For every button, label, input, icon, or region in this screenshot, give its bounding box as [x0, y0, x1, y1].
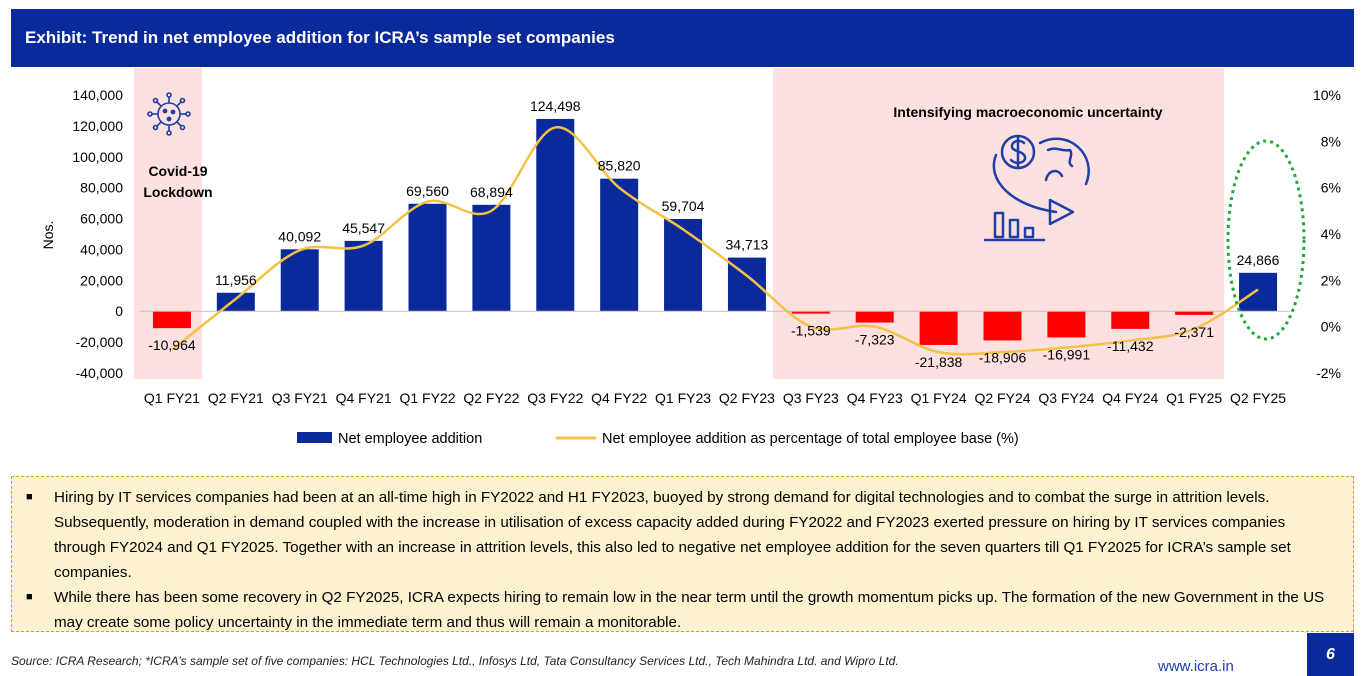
bullet-square-icon: ■ [26, 591, 33, 603]
covid-shade-region [134, 68, 202, 379]
bar [152, 311, 191, 329]
bar [344, 240, 383, 312]
x-tick-label: Q2 FY24 [974, 390, 1030, 406]
x-tick-label: Q4 FY21 [336, 390, 392, 406]
x-tick-label: Q3 FY24 [1038, 390, 1094, 406]
data-label: -10,964 [148, 337, 196, 353]
x-tick-label: Q4 FY23 [847, 390, 903, 406]
chart-legend: Net employee addition Net employee addit… [297, 431, 1019, 447]
covid-annotation-line1: Covid-19 [148, 163, 207, 179]
exhibit-header: Exhibit: Trend in net employee addition … [11, 9, 1354, 67]
data-label: 40,092 [278, 228, 321, 244]
data-label: -11,432 [1107, 338, 1154, 354]
data-label: 45,547 [342, 220, 385, 236]
x-tick-label: Q1 FY22 [399, 390, 455, 406]
source-note: Source: ICRA Research; *ICRA’s sample se… [11, 654, 899, 668]
percentage-line [171, 126, 1259, 356]
commentary-bullet: ■ Hiring by IT services companies had be… [26, 485, 1339, 585]
bar [536, 118, 575, 312]
data-label: 69,560 [406, 183, 449, 199]
x-tick-label: Q4 FY22 [591, 390, 647, 406]
data-label: 59,704 [662, 198, 705, 214]
x-tick-label: Q1 FY24 [911, 390, 967, 406]
virus-icon [147, 92, 191, 136]
bar [983, 311, 1022, 341]
y2-tick-label: 2% [1321, 272, 1341, 288]
data-label: 34,713 [726, 237, 769, 253]
covid-annotation-line2: Lockdown [143, 184, 212, 200]
x-tick-label: Q2 FY21 [208, 390, 264, 406]
x-tick-label: Q1 FY23 [655, 390, 711, 406]
uncertainty-annotation: Intensifying macroeconomic uncertainty [893, 104, 1162, 120]
data-label: -16,991 [1043, 346, 1091, 362]
data-label: 11,956 [215, 272, 257, 288]
bar [919, 311, 958, 345]
page-number: 6 [1307, 633, 1354, 676]
bar [280, 249, 319, 312]
data-label: -2,371 [1174, 324, 1214, 340]
y-tick-label: 20,000 [80, 272, 123, 288]
bar [1047, 311, 1086, 338]
y-tick-label: 0 [115, 303, 123, 319]
y-tick-label: 60,000 [80, 211, 123, 227]
x-tick-label: Q1 FY21 [144, 390, 200, 406]
y-tick-label: 140,000 [72, 87, 123, 103]
data-label: -21,838 [915, 354, 963, 370]
y-tick-label: 40,000 [80, 241, 123, 257]
bar [1239, 272, 1278, 312]
exhibit-title: Exhibit: Trend in net employee addition … [25, 28, 615, 47]
y-tick-label: -20,000 [76, 334, 124, 350]
bullet-text: Hiring by IT services companies had been… [54, 489, 1291, 581]
commentary-bullet: ■ While there has been some recovery in … [26, 585, 1339, 635]
highlight-ellipse [1226, 139, 1306, 341]
data-label: 85,820 [598, 158, 641, 174]
y2-tick-label: 8% [1321, 133, 1341, 149]
data-label: -1,539 [791, 323, 831, 339]
bar [791, 311, 830, 314]
bar [1175, 311, 1214, 315]
bar [664, 219, 703, 312]
chart-area: 140,000 120,000 100,000 80,000 60,000 40,000 2… [40, 68, 1341, 447]
y2-tick-label: 4% [1321, 226, 1341, 242]
y-axis-title: Nos. [40, 221, 56, 250]
y2-tick-label: 6% [1321, 180, 1341, 196]
legend-bar-swatch [297, 432, 332, 443]
y2-tick-label: 0% [1321, 319, 1341, 335]
y-tick-label: 120,000 [72, 118, 123, 134]
data-label: -7,323 [855, 332, 895, 348]
bar [855, 311, 894, 323]
y-tick-label: 100,000 [72, 149, 123, 165]
bar [472, 204, 511, 312]
x-tick-label: Q3 FY23 [783, 390, 839, 406]
data-label: -18,906 [979, 349, 1027, 365]
bullet-square-icon: ■ [26, 491, 33, 503]
legend-bar-label: Net employee addition [338, 431, 482, 447]
website-link[interactable]: www.icra.in [1158, 658, 1234, 675]
x-tick-label: Q3 FY21 [272, 390, 328, 406]
x-tick-label: Q2 FY22 [463, 390, 519, 406]
legend-line-label: Net employee addition as percentage of t… [602, 431, 1019, 447]
bar [408, 203, 447, 312]
x-tick-label: Q2 FY23 [719, 390, 775, 406]
data-label: 124,498 [530, 98, 581, 114]
dollar-globe-decline-icon [983, 134, 1090, 242]
x-tick-label: Q4 FY24 [1102, 390, 1158, 406]
x-tick-label: Q3 FY22 [527, 390, 583, 406]
x-tick-label: Q1 FY25 [1166, 390, 1222, 406]
x-tick-label: Q2 FY25 [1230, 390, 1286, 406]
y-tick-label: 80,000 [80, 180, 123, 196]
bar [1111, 311, 1150, 329]
data-label: 24,866 [1237, 252, 1280, 268]
bullet-text: While there has been some recovery in Q2… [54, 589, 1325, 631]
commentary-box: ■ Hiring by IT services companies had be… [11, 476, 1354, 632]
y2-tick-label: 10% [1313, 87, 1341, 103]
y-tick-label: -40,000 [76, 365, 124, 381]
y2-tick-label: -2% [1316, 365, 1341, 381]
data-label: 68,894 [470, 184, 513, 200]
bar [600, 178, 639, 312]
